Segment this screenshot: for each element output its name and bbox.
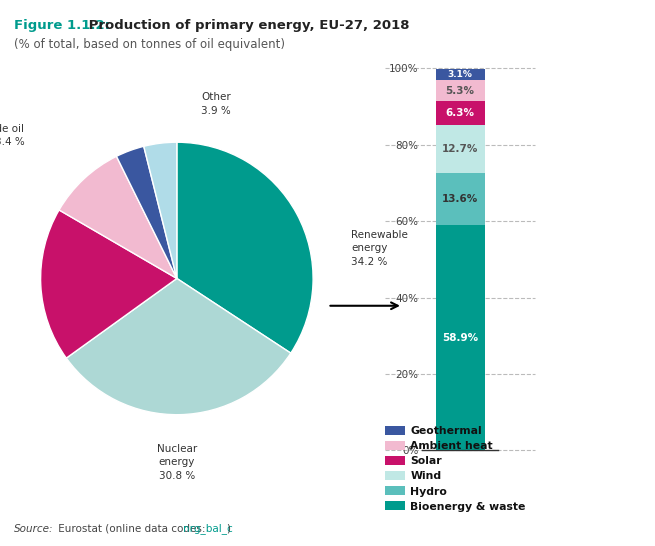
Wedge shape (143, 142, 177, 278)
Text: Other
3.9 %: Other 3.9 % (201, 92, 231, 116)
Text: 12.7%: 12.7% (442, 144, 478, 154)
Wedge shape (41, 210, 177, 358)
Bar (436, 100, 485, 125)
Bar (436, 125, 485, 173)
Wedge shape (117, 146, 177, 278)
Text: Eurostat (online data codes:: Eurostat (online data codes: (55, 524, 209, 534)
Bar (436, 174, 485, 225)
Text: Source:: Source: (14, 524, 54, 534)
Text: 13.6%: 13.6% (442, 194, 478, 204)
Text: nrg_bal_c: nrg_bal_c (183, 523, 233, 534)
Wedge shape (59, 156, 177, 278)
Text: Crude oil
3.4 %: Crude oil 3.4 % (0, 124, 24, 147)
Text: Renewable
energy
34.2 %: Renewable energy 34.2 % (351, 230, 408, 266)
Text: Production of primary energy, EU-27, 2018: Production of primary energy, EU-27, 201… (84, 19, 410, 32)
Text: 58.9%: 58.9% (442, 333, 478, 343)
Text: (% of total, based on tonnes of oil equivalent): (% of total, based on tonnes of oil equi… (14, 38, 286, 51)
Bar (436, 69, 485, 80)
Text: Figure 1.1.2:: Figure 1.1.2: (14, 19, 111, 32)
Text: 6.3%: 6.3% (445, 108, 475, 118)
Legend: Geothermal, Ambient heat, Solar, Wind, Hydro, Bioenergy & waste: Geothermal, Ambient heat, Solar, Wind, H… (385, 426, 525, 512)
Wedge shape (177, 142, 313, 353)
Text: ): ) (227, 524, 231, 534)
Text: 3.1%: 3.1% (448, 70, 472, 79)
Bar (436, 225, 485, 450)
Text: Nuclear
energy
30.8 %: Nuclear energy 30.8 % (157, 444, 197, 480)
Bar (436, 80, 485, 100)
Text: 5.3%: 5.3% (445, 86, 475, 96)
Wedge shape (66, 278, 291, 415)
